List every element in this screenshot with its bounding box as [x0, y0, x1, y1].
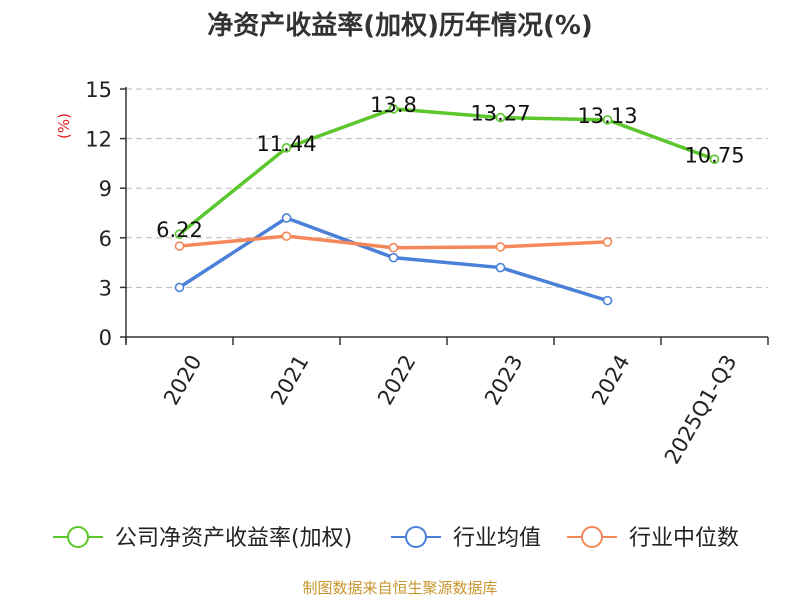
y-tick-label: 12 [85, 128, 112, 152]
y-tick-label: 3 [99, 276, 112, 300]
data-point [495, 242, 506, 252]
data-point [602, 237, 613, 247]
data-label: 13.13 [577, 104, 637, 128]
x-tick-label: 2020 [159, 351, 207, 409]
legend-marker [405, 526, 427, 548]
data-point [388, 252, 399, 263]
series [174, 104, 720, 306]
data-point [281, 213, 292, 223]
legend-label: 行业中位数 [629, 526, 739, 551]
x-tick-label: 2022 [373, 351, 421, 409]
legend-label: 公司净资产收益率(加权) [115, 526, 352, 551]
data-point [174, 282, 185, 293]
data-point [388, 104, 399, 114]
data-labels: 6.22 11.44 13.8 13.27 13.13 10.75 [156, 93, 744, 242]
chart-title: 净资产收益率(加权)历年情况(%) [207, 10, 593, 41]
legend-label: 行业均值 [453, 526, 541, 551]
legend-marker [581, 526, 603, 548]
data-point [281, 143, 292, 153]
legend: 公司净资产收益率(加权) 行业均值 行业中位数 [53, 526, 739, 551]
y-tick-label: 9 [99, 177, 112, 201]
data-point [495, 262, 506, 273]
source-note: 制图数据来自恒生聚源数据库 [302, 579, 497, 597]
data-label: 13.8 [370, 93, 417, 117]
data-point [709, 154, 720, 165]
data-point [602, 115, 613, 125]
series-line-1 [178, 107, 716, 236]
x-tick-label: 2021 [266, 351, 314, 409]
y-tick-label: 15 [85, 78, 112, 102]
data-point [281, 231, 292, 241]
data-point [495, 112, 506, 123]
y-tick-label: 0 [99, 326, 112, 350]
x-tick-label: 2023 [480, 351, 528, 409]
data-label: 6.22 [156, 218, 203, 242]
y-tick-label: 6 [99, 227, 112, 251]
data-point [388, 242, 399, 253]
data-label: 13.27 [470, 102, 530, 126]
axes: 0 3 6 9 12 15 2020 2021 2022 2023 2024 2025Q1-Q3 [85, 78, 769, 468]
data-point [174, 229, 185, 239]
data-point [602, 295, 613, 306]
data-label: 11.44 [256, 132, 316, 156]
x-tick-label: 2025Q1-Q3 [660, 351, 742, 468]
y-axis-label: (%) [55, 113, 73, 139]
x-tick-label: 2024 [587, 351, 635, 409]
legend-marker [67, 526, 89, 548]
data-point [174, 241, 185, 251]
data-label: 10.75 [684, 143, 744, 167]
